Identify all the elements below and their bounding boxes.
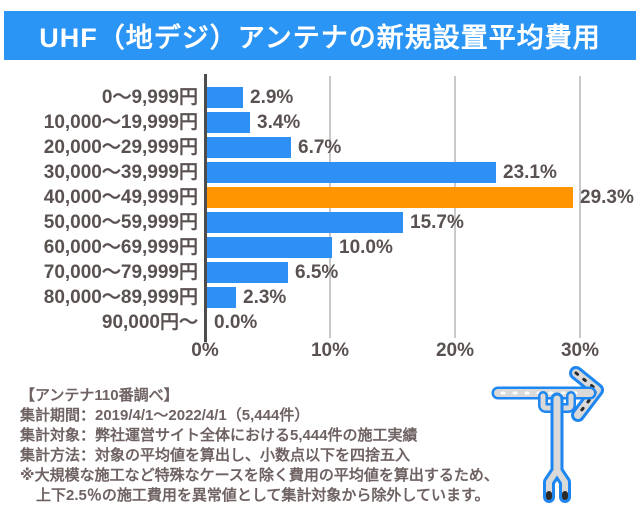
value-label: 10.0%	[339, 237, 393, 258]
source-notes: 【アンテナ110番調べ】集計期間：2019/4/1～2022/4/1（5,444…	[20, 386, 520, 506]
category-label: 70,000～79,999円	[43, 262, 198, 283]
value-label: 6.5%	[295, 262, 339, 283]
value-label: 2.3%	[243, 287, 287, 308]
category-label: 30,000～39,999円	[43, 162, 198, 183]
category-label: 0～9,999円	[101, 87, 198, 108]
bar	[207, 87, 243, 108]
value-label: 29.3%	[580, 187, 634, 208]
chart-row: 10,000～19,999円 3.4%	[0, 110, 640, 135]
category-label: 50,000～59,999円	[43, 212, 198, 233]
footnote-line: ※大規模な施工など特殊なケースを除く費用の平均値を算出するため、	[20, 467, 499, 484]
value-label: 6.7%	[298, 137, 342, 158]
category-label: 90,000円～	[101, 312, 198, 333]
value-label: 23.1%	[503, 162, 557, 183]
chart-title-banner: UHF（地デジ）アンテナの新規設置平均費用	[4, 11, 636, 60]
page-title: UHF（地デジ）アンテナの新規設置平均費用	[39, 23, 601, 53]
y-axis-line	[204, 74, 207, 342]
chart-row: 50,000～59,999円 15.7%	[0, 210, 640, 235]
bar	[207, 137, 291, 158]
chart-row: 90,000円～ 0.0%	[0, 310, 640, 335]
x-tick-label: 20%	[435, 340, 475, 361]
value-label: 2.9%	[250, 87, 294, 108]
chart-row: 60,000～69,999円 10.0%	[0, 235, 640, 260]
footnote-line: 【アンテナ110番調べ】	[20, 387, 179, 404]
antenna-arrow	[569, 366, 604, 422]
footnote-line: 上下2.5％の施工費用を異常値として集計対象から除外しています。	[36, 487, 490, 504]
bar-highlight	[207, 187, 573, 208]
antenna-mast	[543, 392, 571, 503]
uhf-antenna-icon	[491, 366, 604, 503]
category-label: 10,000～19,999円	[43, 112, 198, 133]
chart-row: 40,000～49,999円 29.3%	[0, 185, 640, 210]
chart-row: 30,000～39,999円 23.1%	[0, 160, 640, 185]
footnote-line: 集計期間：2019/4/1～2022/4/1（5,444件）	[20, 407, 310, 424]
x-tick-label: 30%	[560, 340, 600, 361]
category-label: 60,000～69,999円	[43, 237, 198, 258]
category-label: 80,000～89,999円	[43, 287, 198, 308]
category-label: 20,000～29,999円	[43, 137, 198, 158]
footnote-line: 集計対象：弊社運営サイト全体における5,444件の施工実績	[20, 427, 418, 444]
bar	[207, 162, 496, 183]
bar	[207, 287, 236, 308]
gridline	[579, 76, 581, 338]
footnote-line: 集計方法：対象の平均値を算出し、小数点以下を四捨五入	[20, 447, 411, 464]
x-tick-label: 0%	[191, 340, 219, 361]
chart-row: 80,000～89,999円 2.3%	[0, 285, 640, 310]
bar	[207, 212, 403, 233]
chart-row: 0～9,999円 2.9%	[0, 85, 640, 110]
x-tick-label: 10%	[310, 340, 350, 361]
value-label: 0.0%	[214, 312, 258, 333]
chart-row: 70,000～79,999円 6.5%	[0, 260, 640, 285]
bar	[207, 237, 332, 258]
value-label: 15.7%	[410, 212, 464, 233]
bar	[207, 112, 250, 133]
chart-row: 20,000～29,999円 6.7%	[0, 135, 640, 160]
bar	[207, 262, 288, 283]
category-label: 40,000～49,999円	[43, 187, 198, 208]
value-label: 3.4%	[257, 112, 301, 133]
